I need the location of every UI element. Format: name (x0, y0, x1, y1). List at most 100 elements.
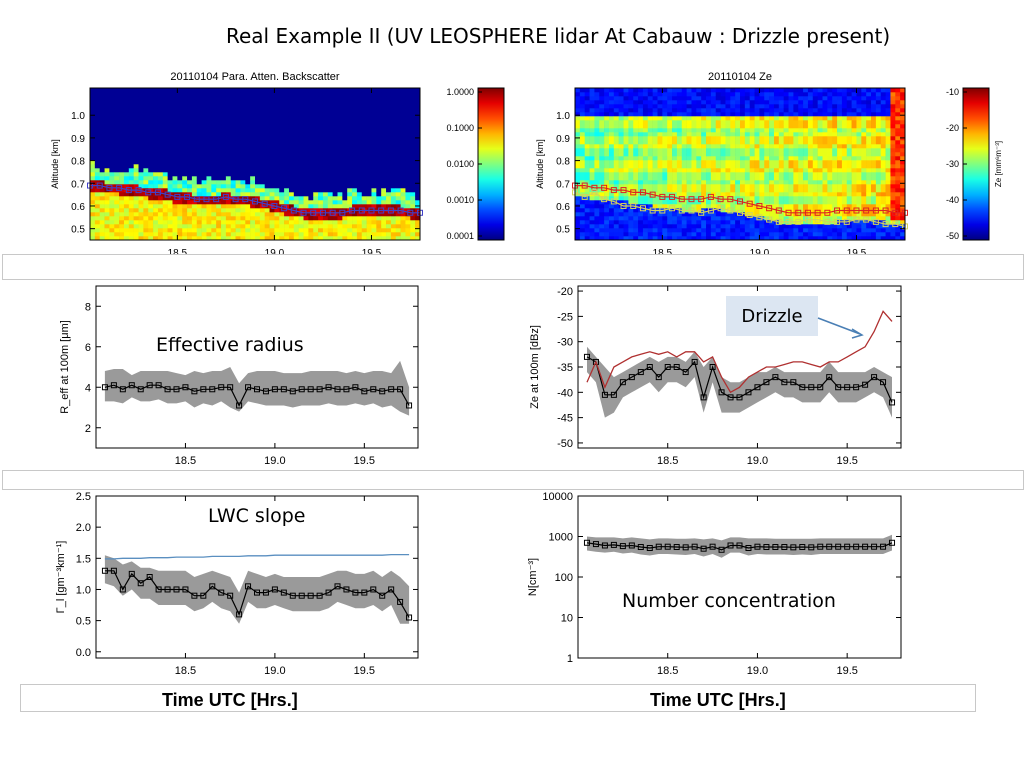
heatmap-cell (841, 236, 848, 241)
heatmap-cell (133, 220, 139, 225)
heatmap-cell (793, 168, 799, 173)
heatmap-cell (856, 148, 862, 153)
heatmap-cell (613, 168, 619, 173)
heatmap-cell (676, 92, 683, 97)
heatmap-cell (279, 96, 285, 101)
heatmap-cell (119, 180, 125, 185)
heatmap-cell (288, 220, 295, 225)
heatmap-cell (114, 168, 120, 173)
heatmap-cell (255, 172, 261, 177)
heatmap-cell (599, 216, 605, 221)
heatmap-cell (638, 168, 644, 173)
heatmap-cell (264, 172, 270, 177)
heatmap-cell (764, 152, 770, 157)
heatmap-cell (303, 104, 309, 109)
heatmap-cell (269, 128, 275, 133)
heatmap-cell (633, 124, 639, 129)
heatmap-cell (274, 168, 280, 173)
heatmap-cell (686, 184, 692, 189)
heatmap-cell (773, 96, 780, 101)
heatmap-cell (356, 96, 363, 101)
heatmap-cell (216, 124, 222, 129)
heatmap-cell (206, 132, 212, 137)
heatmap-cell (798, 88, 804, 93)
heatmap-cell (812, 104, 818, 109)
heatmap-cell (332, 152, 338, 157)
heatmap-cell (153, 88, 159, 93)
heatmap-cell (162, 172, 168, 177)
heatmap-cell (245, 208, 251, 213)
heatmap-cell (764, 200, 770, 205)
heatmap-cell (356, 224, 363, 229)
heatmap-cell (332, 108, 338, 113)
heatmap-cell (817, 116, 823, 121)
heatmap-cell (318, 188, 324, 193)
heatmap-cell (783, 232, 789, 237)
heatmap-cell (613, 220, 619, 225)
heatmap-cell (866, 180, 872, 185)
heatmap-cell (114, 232, 120, 237)
heatmap-cell (322, 220, 329, 225)
heatmap-cell (293, 120, 299, 125)
heatmap-cell (288, 228, 295, 233)
heatmap-cell (386, 124, 392, 129)
heatmap-cell (599, 164, 605, 169)
heatmap-cell (240, 228, 246, 233)
heatmap-cell (143, 168, 149, 173)
heatmap-cell (109, 232, 115, 237)
heatmap-cell (764, 212, 770, 217)
heatmap-cell (269, 100, 275, 105)
heatmap-cell (735, 112, 741, 117)
heatmap-cell (735, 136, 741, 141)
heatmap-cell (856, 104, 862, 109)
heatmap-cell (764, 112, 770, 117)
heatmap-cell (642, 144, 649, 149)
heatmap-cell (856, 236, 862, 241)
heatmap-cell (386, 220, 392, 225)
heatmap-cell (691, 184, 697, 189)
heatmap-cell (783, 172, 789, 177)
heatmap-cell (177, 220, 183, 225)
heatmap-cell (773, 184, 780, 189)
heatmap-cell (187, 148, 193, 153)
heatmap-cell (584, 176, 590, 181)
heatmap-cell (638, 200, 644, 205)
heatmap-cell (361, 104, 367, 109)
heatmap-cell (579, 204, 585, 209)
heatmap-cell (623, 220, 629, 225)
heatmap-cell (298, 132, 304, 137)
heatmap-cell (162, 92, 168, 97)
heatmap-cell (342, 108, 348, 113)
heatmap-cell (216, 228, 222, 233)
heatmap-cell (133, 180, 139, 185)
heatmap-cell (575, 152, 581, 157)
heatmap-cell (735, 132, 741, 137)
heatmap-cell (638, 92, 644, 97)
heatmap-cell (148, 128, 154, 133)
heatmap-cell (415, 116, 421, 121)
heatmap-cell (667, 120, 673, 125)
heatmap-cell (827, 232, 833, 237)
heatmap-cell (793, 188, 799, 193)
heatmap-cell (284, 104, 290, 109)
heatmap-cell (128, 104, 134, 109)
heatmap-cell (240, 224, 246, 229)
heatmap-cell (167, 96, 173, 101)
heatmap-cell (153, 120, 159, 125)
heatmap-cell (841, 92, 848, 97)
heatmap-cell (701, 88, 707, 93)
heatmap-cell (172, 232, 178, 237)
heatmap-cell (123, 192, 130, 197)
heatmap-cell (638, 160, 644, 165)
heatmap-cell (861, 152, 867, 157)
heatmap-cell (279, 100, 285, 105)
heatmap-cell (764, 140, 770, 145)
heatmap-cell (274, 124, 280, 129)
heatmap-cell (347, 136, 353, 141)
heatmap-cell (706, 184, 712, 189)
heatmap-cell (187, 208, 193, 213)
heatmap-cell (405, 204, 411, 209)
heatmap-cell (798, 184, 804, 189)
heatmap-cell (696, 228, 702, 233)
heatmap-cell (225, 160, 232, 165)
